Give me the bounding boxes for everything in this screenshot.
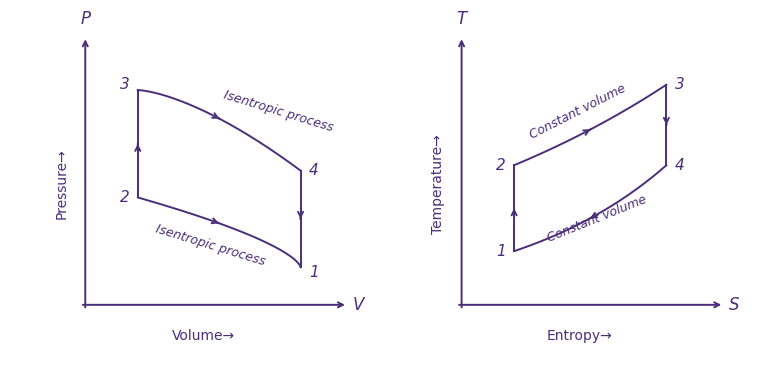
Text: 4: 4 — [674, 158, 684, 173]
Text: 2: 2 — [120, 190, 130, 205]
Text: S: S — [730, 296, 740, 314]
Text: 2: 2 — [496, 158, 506, 173]
Text: Pressure→: Pressure→ — [55, 149, 68, 219]
Text: Entropy→: Entropy→ — [547, 329, 613, 343]
Text: Temperature→: Temperature→ — [431, 134, 445, 234]
Text: T: T — [456, 10, 467, 28]
Text: Constant volume: Constant volume — [545, 193, 649, 245]
Text: Isentropic process: Isentropic process — [154, 223, 266, 268]
Text: 4: 4 — [309, 163, 319, 178]
Text: 3: 3 — [674, 77, 684, 92]
Text: V: V — [353, 296, 365, 314]
Text: 3: 3 — [120, 77, 130, 92]
Text: Isentropic process: Isentropic process — [222, 89, 335, 134]
Text: Constant volume: Constant volume — [527, 82, 627, 141]
Text: 1: 1 — [309, 265, 319, 280]
Text: Volume→: Volume→ — [172, 329, 235, 343]
Text: 1: 1 — [496, 244, 506, 259]
Text: P: P — [81, 10, 91, 28]
